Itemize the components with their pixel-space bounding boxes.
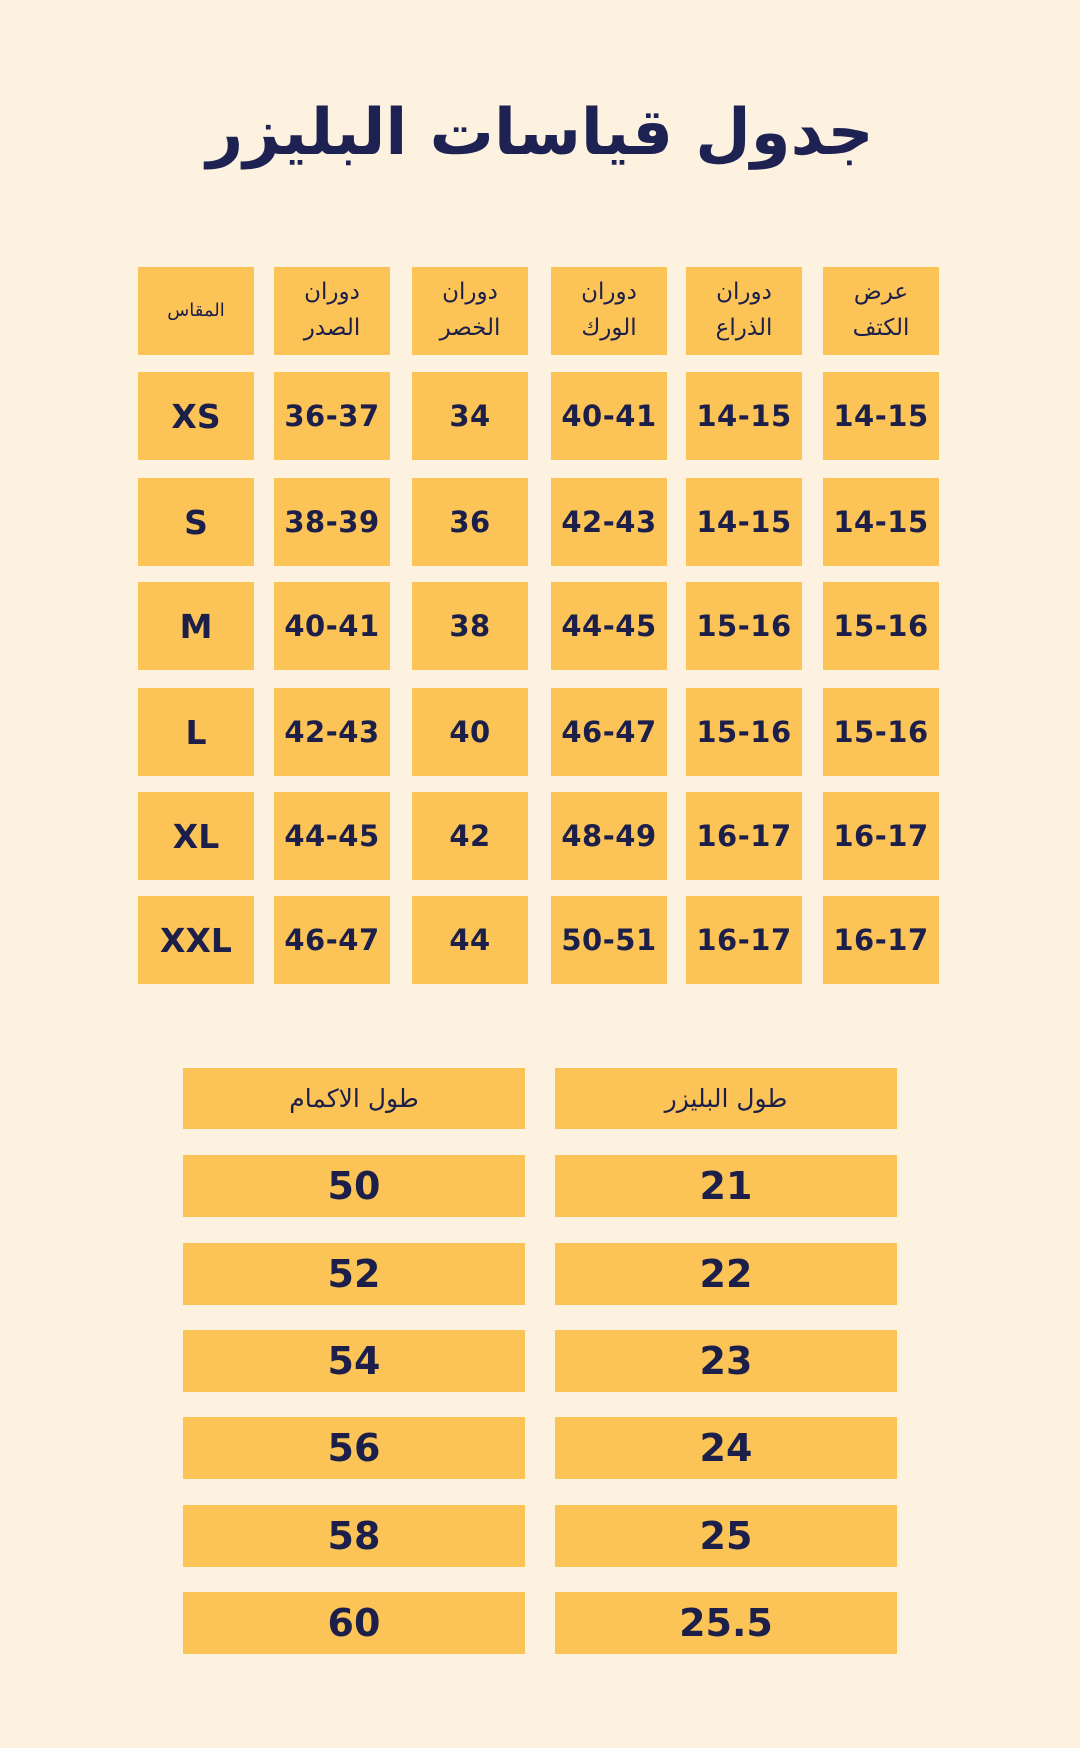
- measurement-cell-shoulder-width: 14-15: [823, 372, 939, 460]
- measurement-cell-chest-circumference: 38-39: [274, 478, 390, 566]
- measurement-cell-waist-circumference: 36: [412, 478, 528, 566]
- length-cell-sleeve-length: 58: [183, 1505, 525, 1567]
- length-cell-sleeve-length: 60: [183, 1592, 525, 1654]
- page-title: جدول قياسات البليزر: [206, 96, 874, 170]
- measurement-cell-shoulder-width: 14-15: [823, 478, 939, 566]
- measurement-cell-waist-circumference: 34: [412, 372, 528, 460]
- measurement-cell-shoulder-width: 16-17: [823, 792, 939, 880]
- length-cell-sleeve-length: 56: [183, 1417, 525, 1479]
- measurement-cell-hip-circumference: 50-51: [551, 896, 667, 984]
- measurement-cell-chest-circumference: 40-41: [274, 582, 390, 670]
- header-size: المقاس: [138, 267, 254, 355]
- header-sleeve-length: طول الاكمام: [183, 1068, 525, 1129]
- measurement-cell-waist-circumference: 38: [412, 582, 528, 670]
- measurement-cell-hip-circumference: 48-49: [551, 792, 667, 880]
- header-chest-circumference: دوران الصدر: [274, 267, 390, 355]
- length-cell-blazer-length: 23: [555, 1330, 897, 1392]
- size-label-size: M: [138, 582, 254, 670]
- size-label-size: XXL: [138, 896, 254, 984]
- measurement-cell-chest-circumference: 44-45: [274, 792, 390, 880]
- length-cell-blazer-length: 25: [555, 1505, 897, 1567]
- header-blazer-length: طول البليزر: [555, 1068, 897, 1129]
- length-cell-blazer-length: 22: [555, 1243, 897, 1305]
- measurement-cell-arm-circumference: 16-17: [686, 792, 802, 880]
- size-label-size: S: [138, 478, 254, 566]
- length-cell-sleeve-length: 52: [183, 1243, 525, 1305]
- length-cell-blazer-length: 25.5: [555, 1592, 897, 1654]
- measurement-cell-waist-circumference: 40: [412, 688, 528, 776]
- measurement-cell-hip-circumference: 46-47: [551, 688, 667, 776]
- measurement-cell-chest-circumference: 42-43: [274, 688, 390, 776]
- header-shoulder-width: عرض الكتف: [823, 267, 939, 355]
- measurement-cell-shoulder-width: 15-16: [823, 582, 939, 670]
- measurement-cell-arm-circumference: 15-16: [686, 688, 802, 776]
- length-cell-blazer-length: 21: [555, 1155, 897, 1217]
- measurement-cell-chest-circumference: 46-47: [274, 896, 390, 984]
- size-label-size: L: [138, 688, 254, 776]
- measurement-cell-arm-circumference: 14-15: [686, 478, 802, 566]
- measurement-cell-hip-circumference: 44-45: [551, 582, 667, 670]
- measurement-cell-arm-circumference: 15-16: [686, 582, 802, 670]
- header-waist-circumference: دوران الخصر: [412, 267, 528, 355]
- measurement-cell-hip-circumference: 42-43: [551, 478, 667, 566]
- length-cell-sleeve-length: 54: [183, 1330, 525, 1392]
- measurement-cell-hip-circumference: 40-41: [551, 372, 667, 460]
- measurement-cell-waist-circumference: 44: [412, 896, 528, 984]
- measurement-cell-arm-circumference: 16-17: [686, 896, 802, 984]
- measurement-cell-waist-circumference: 42: [412, 792, 528, 880]
- measurement-cell-chest-circumference: 36-37: [274, 372, 390, 460]
- length-cell-sleeve-length: 50: [183, 1155, 525, 1217]
- length-cell-blazer-length: 24: [555, 1417, 897, 1479]
- measurement-cell-arm-circumference: 14-15: [686, 372, 802, 460]
- header-arm-circumference: دوران الذراع: [686, 267, 802, 355]
- size-label-size: XL: [138, 792, 254, 880]
- size-label-size: XS: [138, 372, 254, 460]
- header-hip-circumference: دوران الورك: [551, 267, 667, 355]
- measurement-cell-shoulder-width: 15-16: [823, 688, 939, 776]
- measurement-cell-shoulder-width: 16-17: [823, 896, 939, 984]
